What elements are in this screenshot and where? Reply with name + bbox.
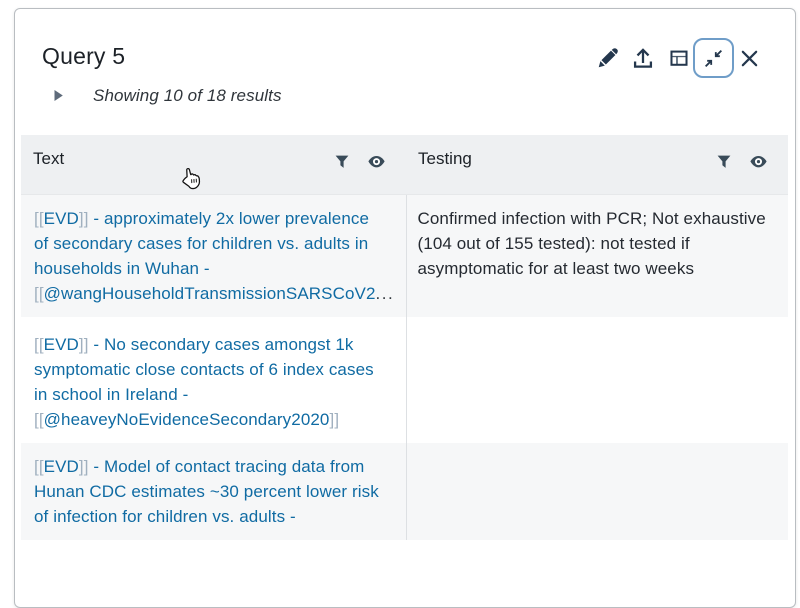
page-title: Query 5: [42, 43, 126, 69]
results-summary: Showing 10 of 18 results: [93, 86, 282, 105]
column-header-text[interactable]: Text: [21, 135, 406, 195]
results-bar: Showing 10 of 18 results: [54, 85, 282, 106]
collapse-button[interactable]: [693, 38, 734, 78]
testing-cell: [405, 442, 788, 540]
truncation-ellipsis: ...: [375, 283, 395, 303]
block-link[interactable]: EVD: [43, 208, 79, 228]
close-button[interactable]: [731, 38, 767, 78]
page: { "colors": { "link_blue": "#106ba3", "b…: [14, 8, 796, 608]
block-link[interactable]: in school in Ireland -: [34, 384, 189, 404]
ref-bracket: [[: [34, 409, 44, 429]
block-link[interactable]: @wangHouseholdTransmissionSARSCoV2: [43, 283, 376, 303]
export-icon: [633, 48, 653, 68]
ref-bracket: [[: [34, 456, 44, 476]
table-row: [[EVD]] - approximately 2x lower prevale…: [21, 194, 788, 317]
block-link[interactable]: symptomatic close contacts of 6 index ca…: [34, 359, 374, 379]
edit-button[interactable]: [590, 38, 626, 78]
ref-bracket: ]]: [78, 334, 89, 354]
testing-cell: [405, 316, 788, 443]
column-label: Text: [33, 149, 65, 168]
ref-bracket: ]]: [329, 409, 340, 429]
minimize-icon: [704, 49, 723, 67]
toolbar: [15, 9, 795, 607]
block-link[interactable]: - No secondary cases amongst 1k: [88, 334, 354, 354]
cross-icon: [741, 50, 757, 66]
text-cell[interactable]: [[EVD]] - No secondary cases amongst 1k …: [21, 317, 406, 443]
block-link[interactable]: @heaveyNoEvidenceSecondary2020: [43, 409, 330, 429]
cell-text: Confirmed infection with PCR; Not exhaus…: [417, 208, 766, 228]
filter-icon[interactable]: [716, 154, 732, 170]
query-card: Query 5: [14, 8, 796, 608]
ref-bracket: [[: [34, 208, 44, 228]
testing-cell: Confirmed infection with PCR; Not exhaus…: [405, 194, 788, 317]
block-link[interactable]: of infection for children vs. adults -: [34, 506, 296, 526]
cell-text: (104 out of 155 tested): not tested if: [417, 233, 690, 253]
table-row: [[EVD]] - No secondary cases amongst 1k …: [21, 316, 788, 443]
results-table: Text: [21, 135, 788, 540]
column-header-testing[interactable]: Testing: [406, 135, 788, 195]
table-layout-button[interactable]: [661, 38, 697, 78]
block-link[interactable]: households in Wuhan -: [34, 258, 210, 278]
ref-bracket: [[: [34, 334, 44, 354]
text-cell[interactable]: [[EVD]] - approximately 2x lower prevale…: [21, 194, 406, 317]
block-link[interactable]: - Model of contact tracing data from: [88, 456, 365, 476]
export-button[interactable]: [625, 38, 661, 78]
text-cell[interactable]: [[EVD]] - Model of contact tracing data …: [21, 442, 406, 540]
block-link[interactable]: EVD: [43, 456, 79, 476]
block-link[interactable]: of secondary cases for children vs. adul…: [34, 233, 369, 253]
eye-icon[interactable]: [749, 155, 768, 169]
table-header-row: Text: [21, 135, 788, 195]
pencil-icon: [598, 48, 618, 68]
expand-caret-icon[interactable]: [54, 90, 63, 101]
cell-text: asymptomatic for at least two weeks: [417, 258, 695, 278]
ref-bracket: [[: [34, 283, 44, 303]
block-link[interactable]: - approximately 2x lower prevalence: [88, 208, 370, 228]
block-link[interactable]: EVD: [43, 334, 79, 354]
ref-bracket: ]]: [78, 456, 89, 476]
column-label: Testing: [418, 149, 472, 168]
table-row: [[EVD]] - Model of contact tracing data …: [21, 442, 788, 540]
table-icon: [670, 50, 688, 66]
ref-bracket: ]]: [78, 208, 89, 228]
eye-icon[interactable]: [367, 155, 386, 169]
filter-icon[interactable]: [334, 154, 350, 170]
block-link[interactable]: Hunan CDC estimates ~30 percent lower ri…: [34, 481, 379, 501]
